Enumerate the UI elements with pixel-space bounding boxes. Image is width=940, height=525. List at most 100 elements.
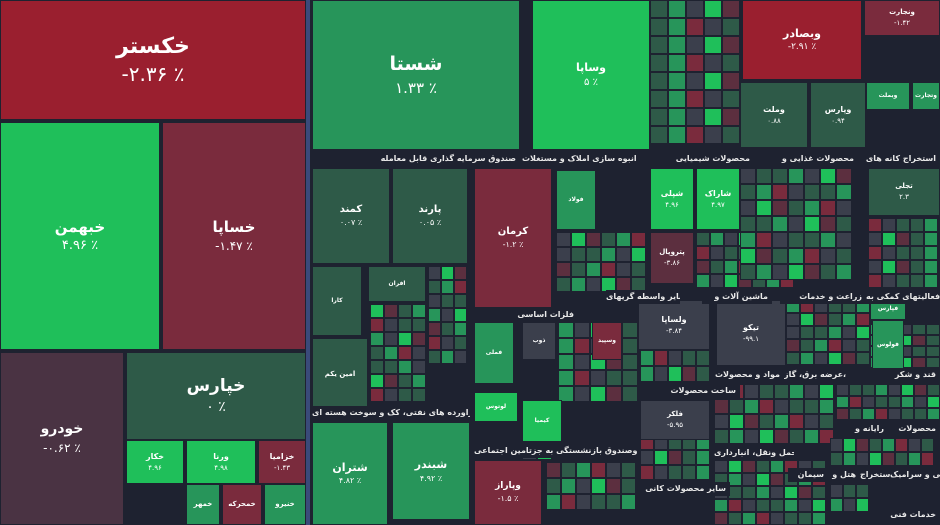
small-stock-cell[interactable]: [571, 247, 586, 262]
small-stock-cell[interactable]: [622, 338, 638, 354]
small-stock-cell[interactable]: [804, 216, 820, 232]
small-stock-cell[interactable]: [789, 399, 804, 414]
small-stock-cell[interactable]: [869, 438, 882, 452]
small-stock-cell[interactable]: [412, 304, 426, 318]
small-stock-cell[interactable]: [714, 429, 729, 444]
small-stock-cell[interactable]: [740, 200, 756, 216]
small-stock-cell[interactable]: [830, 438, 843, 452]
small-stock-cell[interactable]: [384, 360, 398, 374]
small-stock-cell[interactable]: [756, 486, 770, 499]
small-stock-cell[interactable]: [686, 72, 704, 90]
small-stock-cell[interactable]: [728, 499, 742, 512]
small-stock-cell[interactable]: [574, 338, 590, 354]
small-stock-cell[interactable]: [722, 36, 740, 54]
small-stock-cell[interactable]: [558, 370, 574, 386]
small-stock-cell[interactable]: [786, 352, 800, 365]
small-stock-cell[interactable]: [896, 246, 910, 260]
small-stock-cell[interactable]: [686, 108, 704, 126]
small-stock-cell[interactable]: [836, 396, 849, 408]
right-tile[interactable]: فولاد: [556, 170, 596, 230]
small-stock-cell[interactable]: [814, 339, 828, 352]
small-stock-cell[interactable]: [756, 200, 772, 216]
small-stock-cell[interactable]: [856, 313, 870, 326]
small-stock-cell[interactable]: [842, 313, 856, 326]
small-stock-cell[interactable]: [843, 452, 856, 466]
small-stock-cell[interactable]: [622, 386, 638, 402]
small-stock-cell[interactable]: [756, 184, 772, 200]
small-stock-cell[interactable]: [882, 438, 895, 452]
small-stock-cell[interactable]: [836, 232, 852, 248]
right-tile[interactable]: شبندر ۴.۹۲ ٪: [392, 422, 470, 520]
small-stock-cell[interactable]: [654, 350, 668, 366]
small-stock-cell[interactable]: [576, 494, 591, 510]
small-stock-cell[interactable]: [591, 494, 606, 510]
small-stock-cell[interactable]: [398, 360, 412, 374]
small-stock-cell[interactable]: [772, 216, 788, 232]
small-stock-cell[interactable]: [710, 246, 724, 260]
small-stock-cell[interactable]: [722, 126, 740, 144]
small-stock-cell[interactable]: [586, 247, 601, 262]
small-stock-cell[interactable]: [412, 318, 426, 332]
small-stock-cell[interactable]: [650, 36, 668, 54]
small-stock-cell[interactable]: [836, 168, 852, 184]
small-stock-cell[interactable]: [820, 200, 836, 216]
small-stock-cell[interactable]: [820, 232, 836, 248]
small-stock-cell[interactable]: [784, 486, 798, 499]
small-stock-cell[interactable]: [384, 332, 398, 346]
small-stock-cell[interactable]: [836, 184, 852, 200]
small-stock-cell[interactable]: [856, 326, 870, 339]
small-stock-cell[interactable]: [370, 318, 384, 332]
small-stock-cell[interactable]: [606, 386, 622, 402]
small-stock-cell[interactable]: [729, 414, 744, 429]
small-stock-cell[interactable]: [591, 478, 606, 494]
small-stock-cell[interactable]: [398, 374, 412, 388]
small-stock-cell[interactable]: [384, 304, 398, 318]
small-stock-cell[interactable]: [856, 339, 870, 352]
small-stock-cell[interactable]: [710, 274, 724, 288]
small-stock-cell[interactable]: [862, 396, 875, 408]
small-stock-cell[interactable]: [724, 232, 738, 246]
small-stock-cell[interactable]: [786, 313, 800, 326]
small-stock-cell[interactable]: [772, 232, 788, 248]
small-stock-cell[interactable]: [591, 462, 606, 478]
small-stock-cell[interactable]: [926, 346, 940, 357]
right-tile[interactable]: لوتوس: [474, 392, 518, 422]
small-stock-cell[interactable]: [910, 218, 924, 232]
small-stock-cell[interactable]: [590, 386, 606, 402]
small-stock-cell[interactable]: [704, 54, 722, 72]
small-stock-cell[interactable]: [842, 326, 856, 339]
small-stock-cell[interactable]: [574, 354, 590, 370]
small-stock-cell[interactable]: [888, 396, 901, 408]
small-stock-cell[interactable]: [759, 399, 774, 414]
small-stock-cell[interactable]: [398, 332, 412, 346]
small-stock-cell[interactable]: [558, 322, 574, 338]
small-stock-cell[interactable]: [868, 260, 882, 274]
small-stock-cell[interactable]: [650, 72, 668, 90]
small-stock-cell[interactable]: [910, 260, 924, 274]
small-stock-cell[interactable]: [804, 264, 820, 280]
small-stock-cell[interactable]: [788, 200, 804, 216]
small-stock-cell[interactable]: [668, 0, 686, 18]
left-tile[interactable]: خمهر: [186, 484, 220, 525]
small-stock-cell[interactable]: [441, 336, 454, 350]
small-stock-cell[interactable]: [640, 465, 654, 480]
small-stock-cell[interactable]: [556, 232, 571, 247]
small-stock-cell[interactable]: [640, 350, 654, 366]
small-stock-cell[interactable]: [370, 388, 384, 402]
small-stock-cell[interactable]: [558, 386, 574, 402]
small-stock-cell[interactable]: [722, 0, 740, 18]
small-stock-cell[interactable]: [668, 350, 682, 366]
small-stock-cell[interactable]: [912, 335, 926, 346]
right-tile[interactable]: افران: [368, 266, 426, 302]
small-stock-cell[interactable]: [631, 232, 646, 247]
small-stock-cell[interactable]: [862, 384, 875, 396]
small-stock-cell[interactable]: [759, 414, 774, 429]
small-stock-cell[interactable]: [428, 280, 441, 294]
small-stock-cell[interactable]: [686, 126, 704, 144]
left-tile[interactable]: خنیرو: [264, 484, 306, 525]
small-stock-cell[interactable]: [849, 396, 862, 408]
small-stock-cell[interactable]: [621, 462, 636, 478]
small-stock-cell[interactable]: [788, 264, 804, 280]
small-stock-cell[interactable]: [586, 262, 601, 277]
small-stock-cell[interactable]: [882, 232, 896, 246]
